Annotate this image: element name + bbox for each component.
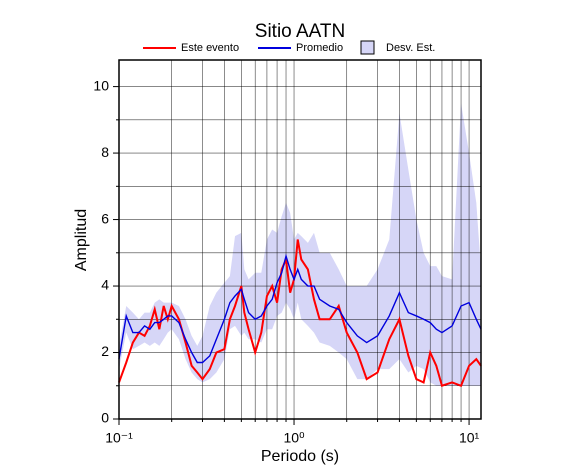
legend-swatch [360, 40, 375, 55]
legend-label: Este evento [181, 42, 239, 54]
plot-frame [118, 59, 482, 420]
x-tick-label: 10⁻¹ [105, 430, 133, 446]
legend: Este evento Promedio Desv. Est. [143, 40, 435, 55]
legend-label: Desv. Est. [386, 42, 435, 54]
series-line [118, 239, 482, 388]
y-tick-label: 8 [101, 144, 109, 160]
legend-label: Promedio [296, 42, 343, 54]
y-tick-label: 6 [101, 210, 109, 226]
y-tick-label: 10 [93, 77, 109, 93]
series-line [118, 253, 482, 364]
std-band [119, 103, 481, 386]
y-tick-label: 4 [101, 277, 109, 293]
x-axis-label: Periodo (s) [261, 448, 339, 465]
x-tick-label: 10¹ [459, 430, 480, 446]
y-tick-label: 2 [101, 343, 109, 359]
x-tick-label: 10⁰ [283, 430, 305, 446]
chart-title: Sitio AATN [255, 21, 345, 42]
y-axis-label: Amplitud [73, 209, 90, 271]
y-tick-label: 0 [101, 410, 109, 426]
